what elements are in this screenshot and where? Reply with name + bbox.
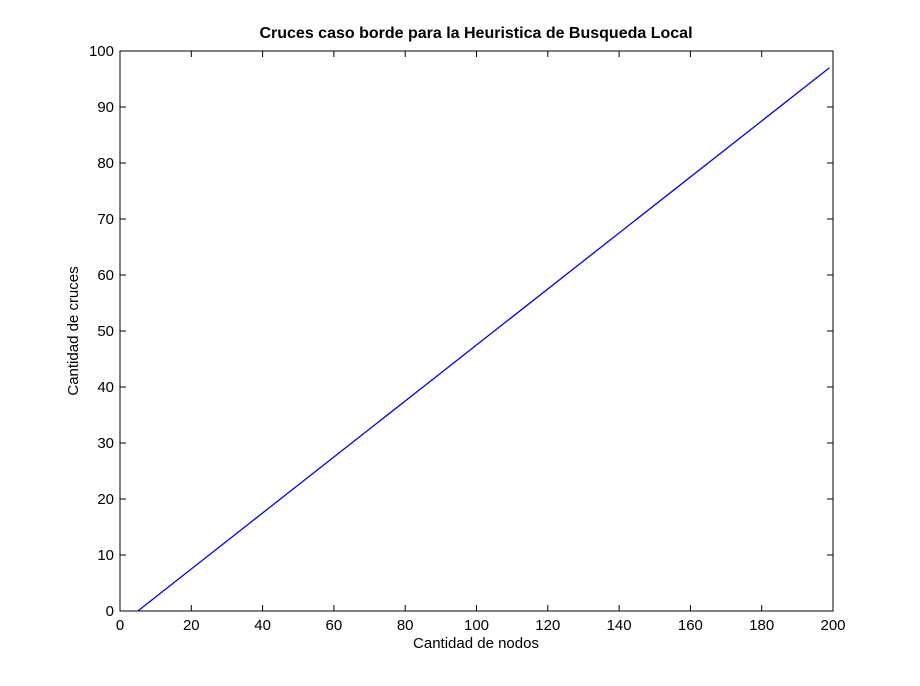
x-tick-label: 60 [326, 617, 343, 634]
x-tick-label: 80 [397, 617, 414, 634]
x-axis-label: Cantidad de nodos [413, 635, 539, 652]
x-tick-label: 40 [254, 617, 271, 634]
y-tick-label: 30 [97, 435, 114, 452]
x-tick-label: 200 [820, 617, 845, 634]
y-tick-label: 0 [106, 603, 114, 620]
y-tick-label: 60 [97, 267, 114, 284]
x-tick-label: 0 [116, 617, 124, 634]
series-layer [137, 67, 830, 612]
y-tick-label: 50 [97, 323, 114, 340]
x-tick-label: 180 [749, 617, 774, 634]
series-line [137, 67, 830, 612]
y-axis-label: Cantidad de cruces [65, 266, 82, 395]
y-tick-label: 20 [97, 491, 114, 508]
plot-area [119, 50, 834, 612]
chart-title: Cruces caso borde para la Heuristica de … [259, 25, 692, 42]
y-axis: 0 10 20 30 40 50 60 70 80 90 100 [89, 43, 833, 620]
y-tick-label: 90 [97, 99, 114, 116]
y-tick-label: 40 [97, 379, 114, 396]
y-tick-label: 100 [89, 43, 114, 60]
x-tick-label: 20 [183, 617, 200, 634]
x-axis: 0 20 40 60 80 100 120 140 160 180 200 [116, 51, 846, 634]
x-tick-label: 160 [678, 617, 703, 634]
y-tick-label: 70 [97, 211, 114, 228]
x-tick-label: 120 [535, 617, 560, 634]
x-tick-label: 100 [464, 617, 489, 634]
x-tick-label: 140 [607, 617, 632, 634]
y-tick-label: 80 [97, 155, 114, 172]
y-tick-label: 10 [97, 547, 114, 564]
